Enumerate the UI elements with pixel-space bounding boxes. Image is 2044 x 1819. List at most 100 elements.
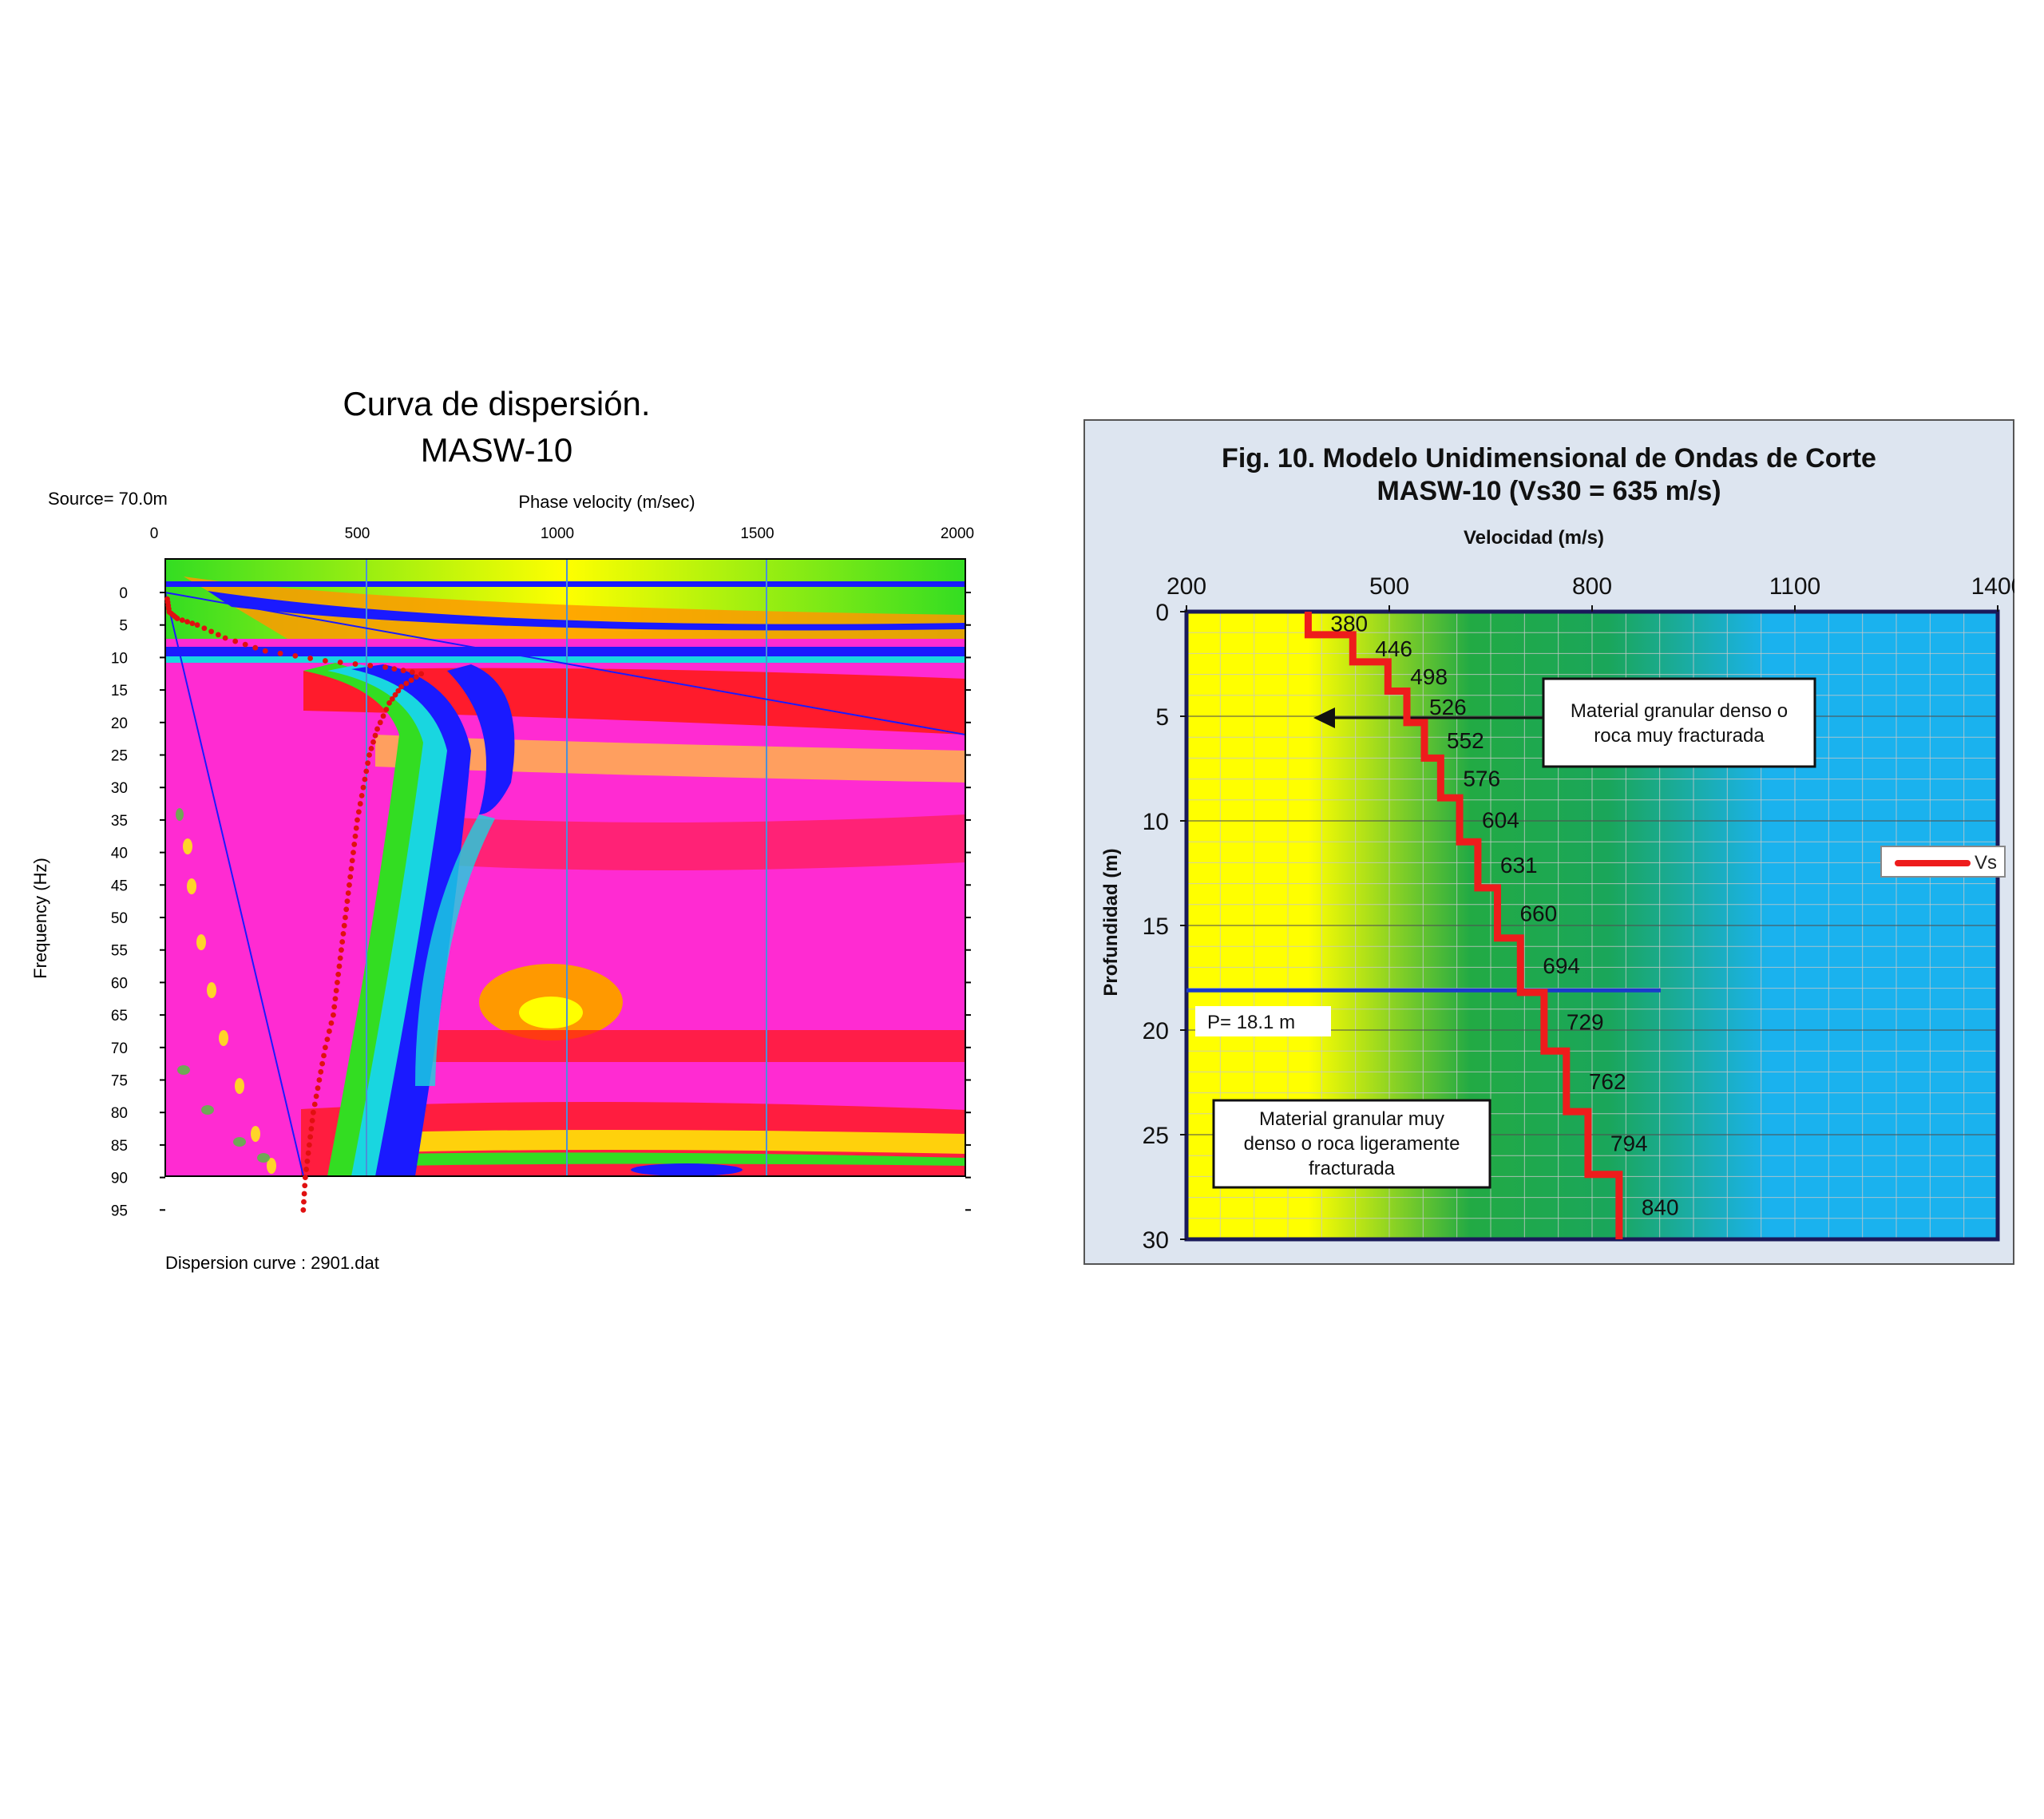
- annotation-lower-line-2: denso o roca ligeramente: [1244, 1133, 1460, 1155]
- dispersion-point: [344, 898, 351, 905]
- vs-value-label: 604: [1482, 808, 1519, 833]
- dispersion-point: [336, 963, 343, 969]
- dispersion-point: [308, 1126, 315, 1131]
- vs-value-label: 729: [1567, 1010, 1604, 1035]
- y-tick-label: 10: [111, 650, 128, 667]
- x-tick-label: 1500: [740, 525, 774, 542]
- vs-series-line: [1304, 612, 1623, 1239]
- legend-vs-label: Vs: [1975, 852, 1998, 874]
- vs-value-label: 762: [1589, 1069, 1626, 1094]
- dispersion-point: [347, 882, 352, 888]
- x-tick-label: 1000: [541, 525, 574, 542]
- dispersion-point: [332, 996, 339, 1002]
- dispersion-point: [232, 638, 239, 644]
- y-tick-label: 30: [1143, 1227, 1169, 1254]
- dispersion-point: [345, 890, 351, 896]
- vs-value-label: 660: [1519, 901, 1557, 925]
- dispersion-point: [418, 671, 425, 677]
- dispersion-chart: Curva de dispersión. MASW-10 Source= 70.…: [30, 385, 974, 1273]
- y-tick-label: 30: [111, 780, 128, 797]
- dispersion-point: [323, 1044, 328, 1051]
- dispersion-point: [305, 1150, 311, 1156]
- dispersion-points: [164, 596, 425, 1213]
- dispersion-point: [201, 625, 208, 632]
- dispersion-point: [351, 850, 356, 855]
- dispersion-point: [358, 792, 365, 799]
- dispersion-point: [333, 988, 339, 993]
- y-tick-label: 5: [1155, 704, 1169, 731]
- dispersion-point: [179, 617, 185, 623]
- dispersion-point: [372, 732, 378, 739]
- y-tick-label: 35: [111, 813, 128, 830]
- y-tick-labels: 0 5 10 15 20 25 30 35 40 45 50 55 60 65 70 75 80 85 90 95: [111, 585, 971, 1219]
- heatmap-field: [165, 559, 965, 1176]
- dispersion-point: [386, 699, 392, 706]
- dispersion-point: [310, 1109, 316, 1116]
- dispersion-point: [184, 619, 190, 625]
- y-tick-label: 85: [111, 1138, 128, 1155]
- arrow-head-icon: [1313, 707, 1335, 728]
- dispersion-point: [311, 1101, 318, 1108]
- dispersion-point: [277, 650, 283, 656]
- dispersion-point: [242, 641, 248, 648]
- y-tick-label: 80: [111, 1105, 128, 1122]
- x-axis-label: Phase velocity (m/sec): [518, 492, 695, 512]
- dispersion-point: [222, 635, 228, 641]
- vs-value-labels: 380 446 498 526 552 576 604 631 660 694 729 762 794 8…: [1330, 611, 1678, 1219]
- dispersion-point: [215, 632, 221, 638]
- y-tick-label: 45: [111, 878, 128, 894]
- y-tick-label: 95: [111, 1203, 128, 1219]
- dispersion-point: [319, 1060, 326, 1067]
- dispersion-point: [301, 1199, 307, 1205]
- dispersion-point: [331, 1004, 338, 1010]
- y-tick-label: 0: [1155, 600, 1169, 626]
- y-tick-label: 70: [111, 1040, 128, 1057]
- y-axis-label: Profundidad (m): [1100, 848, 1122, 996]
- footer-label: Dispersion curve : 2901.dat: [165, 1253, 379, 1273]
- x-tick-label: 500: [1369, 573, 1409, 600]
- dispersion-point: [304, 1158, 311, 1164]
- chart-title: Fig. 10. Modelo Unidimensional de Ondas …: [1222, 443, 1876, 474]
- dispersion-point: [189, 620, 196, 627]
- dispersion-point: [316, 1077, 323, 1083]
- x-tick-label: 1100: [1769, 573, 1821, 600]
- dispersion-point: [343, 914, 348, 921]
- dispersion-point: [323, 658, 328, 664]
- vs-value-label: 840: [1642, 1195, 1679, 1219]
- vs-value-label: 380: [1330, 611, 1368, 636]
- y-tick-label: 25: [111, 748, 128, 765]
- dispersion-point: [339, 939, 346, 945]
- dispersion-point: [302, 1175, 308, 1180]
- dispersion-point: [339, 947, 344, 953]
- dispersion-point: [324, 1036, 331, 1043]
- vs-value-label: 446: [1375, 636, 1412, 661]
- chart-subtitle: MASW-10 (Vs30 = 635 m/s): [1377, 476, 1721, 506]
- dispersion-point: [301, 1191, 307, 1197]
- dispersion-point: [403, 680, 410, 687]
- dispersion-point: [343, 906, 350, 913]
- y-tick-label: 90: [111, 1171, 128, 1187]
- dispersion-point: [335, 971, 342, 977]
- y-tick-label: 0: [119, 585, 128, 602]
- annotation-upper-line-2: roca muy fracturada: [1594, 725, 1765, 747]
- x-axis-label: Velocidad (m/s): [1464, 527, 1604, 549]
- dispersion-point: [363, 768, 370, 775]
- dispersion-point: [392, 692, 398, 698]
- dispersion-point: [353, 825, 359, 831]
- dispersion-point: [351, 842, 358, 847]
- legend: Vs: [1880, 846, 2006, 878]
- dispersion-point: [357, 801, 363, 806]
- x-tick-label: 200: [1167, 573, 1206, 600]
- y-tick-label: 50: [111, 910, 128, 927]
- dispersion-point: [380, 713, 386, 719]
- y-tick-label: 65: [111, 1008, 128, 1024]
- dispersion-point: [318, 1068, 324, 1075]
- y-tick-label: 40: [111, 846, 128, 862]
- dispersion-point: [341, 922, 347, 929]
- chart-title: Curva de dispersión.: [343, 385, 650, 422]
- vs-value-label: 794: [1610, 1131, 1648, 1155]
- dispersion-point: [408, 677, 414, 684]
- annotation-lower-line-3: fracturada: [1309, 1158, 1396, 1179]
- dispersion-point: [347, 874, 354, 880]
- dispersion-point: [365, 760, 371, 767]
